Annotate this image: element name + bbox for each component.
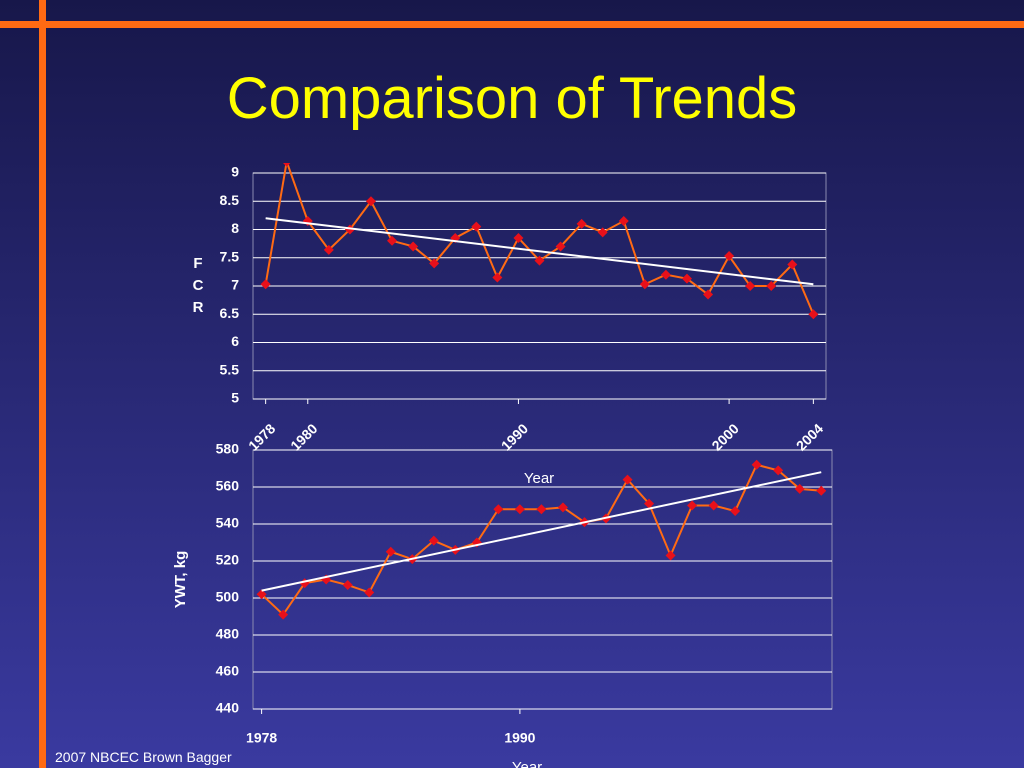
y-tick-label: 5.5	[220, 361, 240, 377]
data-point	[429, 258, 440, 269]
slide-title: Comparison of Trends	[227, 66, 798, 131]
data-point	[687, 500, 698, 511]
y-tick-label: 500	[216, 589, 240, 605]
data-point	[745, 281, 756, 291]
data-point	[364, 587, 375, 598]
data-point	[513, 232, 524, 243]
data-point	[644, 498, 655, 509]
data-point	[536, 504, 547, 515]
y-tick-label: 580	[216, 441, 240, 457]
data-point	[557, 502, 568, 513]
y-tick-label: 460	[216, 663, 240, 679]
data-point	[385, 546, 396, 557]
data-point	[808, 309, 819, 320]
plot	[260, 163, 819, 320]
data-point	[708, 500, 719, 511]
data-point	[555, 241, 566, 252]
data-point	[534, 255, 545, 266]
data-point	[387, 235, 398, 246]
x-tick-label: 1990	[504, 730, 535, 746]
y-axis-label: YWT, kg	[172, 551, 189, 609]
data-point	[493, 504, 504, 515]
x-tick-label: 1978	[246, 730, 277, 746]
footer: 2007 NBCEC Brown Bagger	[55, 749, 232, 765]
trend-line	[265, 217, 814, 286]
data-point	[344, 224, 355, 235]
y-tick-label: 6.5	[220, 305, 240, 321]
data-point	[787, 259, 798, 270]
data-point	[816, 485, 827, 496]
data-point	[260, 279, 271, 290]
data-point	[408, 241, 419, 252]
y-tick-label: 560	[216, 478, 240, 494]
y-tick-label: 8.5	[220, 192, 240, 208]
accent-bar	[39, 0, 46, 768]
accent-bar	[0, 21, 1024, 28]
data-point	[660, 269, 671, 280]
data-point	[365, 196, 376, 207]
y-tick-label: 5	[231, 390, 239, 406]
y-tick-label: 6	[231, 333, 239, 349]
data-point	[576, 218, 587, 229]
y-tick-label: 520	[216, 552, 240, 568]
data-point	[794, 483, 805, 494]
trend-line	[261, 471, 822, 592]
data-point	[622, 474, 633, 485]
data-point	[342, 580, 353, 591]
y-tick-label: 540	[216, 515, 240, 531]
y-tick-label: 8	[231, 220, 239, 236]
data-point	[751, 459, 762, 470]
data-point	[492, 272, 503, 283]
data-point	[283, 163, 291, 167]
y-tick-label: 480	[216, 626, 240, 642]
x-axis-label: Year	[524, 470, 554, 487]
y-axis-label: FCR	[190, 255, 207, 321]
data-point	[681, 273, 692, 284]
data-point	[766, 281, 777, 291]
data-point	[639, 279, 650, 290]
data-point	[665, 550, 676, 561]
data-point	[597, 227, 608, 238]
y-tick-label: 9	[231, 164, 239, 180]
data-point	[703, 289, 714, 300]
data-point	[256, 589, 267, 600]
x-axis-label: Year	[512, 759, 542, 768]
data-point	[278, 609, 289, 620]
y-tick-label: 7	[231, 277, 239, 293]
y-tick-label: 440	[216, 700, 240, 716]
data-point	[514, 504, 525, 515]
y-tick-label: 7.5	[220, 248, 240, 264]
data-point	[323, 244, 334, 255]
data-point	[724, 251, 735, 262]
data-point	[618, 216, 629, 227]
data-point	[428, 535, 439, 546]
data-point	[773, 465, 784, 476]
data-point	[471, 221, 482, 232]
plot	[256, 459, 827, 620]
data-point	[730, 506, 741, 517]
